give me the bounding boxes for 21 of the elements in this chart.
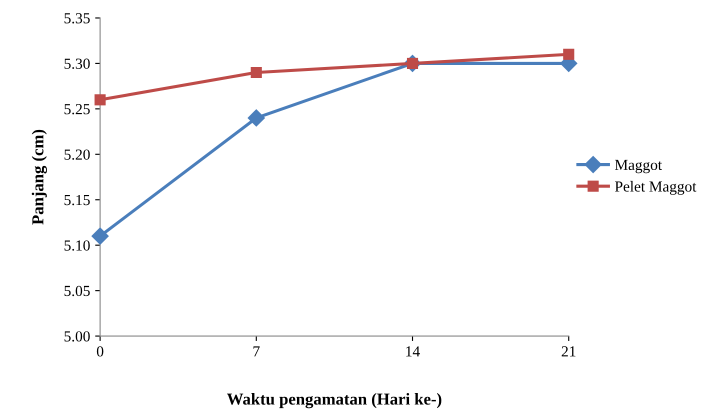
y-tick-label: 5.20	[64, 149, 90, 160]
legend-label: Pelet Maggot	[614, 180, 696, 195]
y-tick-label: 5.25	[64, 104, 90, 114]
x-tick-label: 7	[254, 346, 260, 356]
point	[563, 48, 574, 60]
legend-label: Maggot	[614, 160, 662, 174]
y-tick-label: 5.00	[64, 331, 90, 342]
y-axis-title: Panjang (cm)	[32, 130, 47, 225]
x-tick-label: 0	[96, 346, 104, 357]
x-tick-label: 21	[562, 346, 576, 356]
point	[250, 66, 262, 78]
y-tick-label: 5.30	[64, 58, 90, 69]
x-axis-title: Waktu pengamatan (Hari ke-)	[227, 392, 442, 408]
y-tick-label: 5.15	[64, 194, 90, 206]
y-tick-label: 5.05	[64, 286, 90, 296]
y-tick-label: 5.35	[64, 13, 90, 24]
x-tick-label: 14	[406, 346, 420, 356]
point	[94, 94, 106, 106]
point	[248, 109, 265, 126]
y-tick-label: 5.10	[64, 240, 90, 251]
point	[92, 228, 109, 245]
